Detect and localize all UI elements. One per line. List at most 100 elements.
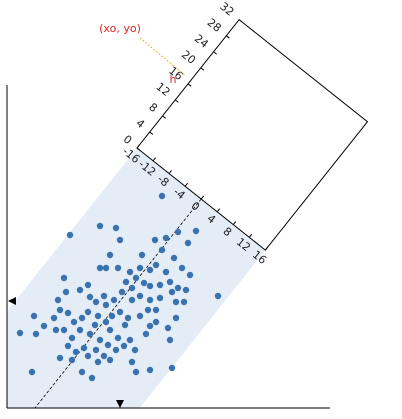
scatter-point — [136, 292, 144, 300]
scatter-point — [128, 296, 136, 304]
y-tick — [213, 51, 218, 55]
scatter-point — [64, 309, 72, 317]
scatter-point — [138, 251, 146, 259]
y-tick — [238, 19, 243, 23]
x-tick — [200, 195, 205, 200]
bottom-marker — [116, 400, 124, 408]
scatter-point — [16, 329, 24, 337]
scatter-point — [172, 298, 180, 306]
scatter-point — [120, 342, 128, 350]
scatter-point — [88, 374, 96, 382]
scatter-point — [64, 342, 72, 350]
scatter-point — [94, 312, 102, 320]
scatter-point — [100, 292, 108, 300]
scatter-point — [56, 354, 64, 362]
y-tick-label: 20 — [179, 48, 198, 67]
scatter-point — [146, 266, 154, 274]
scatter-point — [84, 352, 92, 360]
scatter-point — [118, 288, 126, 296]
scatter-point — [76, 286, 84, 294]
scatter-point — [178, 264, 186, 272]
scatter-point — [144, 306, 152, 314]
scatter-point — [114, 334, 122, 342]
x-tick — [168, 170, 172, 174]
scatter-point — [110, 296, 118, 304]
scatter-point — [106, 251, 114, 259]
scatter-point — [136, 312, 144, 320]
scatter-point — [80, 344, 88, 352]
scatter-point — [168, 288, 176, 296]
y-tick — [200, 67, 205, 71]
x-tick — [248, 233, 253, 238]
scatter-point — [126, 268, 134, 276]
x-tick — [184, 182, 189, 187]
scatter-point — [106, 326, 114, 334]
scatter-point — [158, 192, 166, 200]
annotation: (xo, yo) — [99, 22, 141, 35]
scatter-point — [54, 296, 62, 304]
scatter-point — [116, 308, 124, 316]
scatter-point — [152, 306, 160, 314]
scatter-point — [182, 286, 190, 294]
scatter-point — [166, 278, 174, 286]
scatter-point — [142, 330, 150, 338]
scatter-point — [116, 236, 124, 244]
y-tick — [187, 83, 192, 87]
y-tick-label: 8 — [146, 100, 160, 115]
scatter-point — [86, 293, 94, 301]
scatter-point — [146, 366, 154, 374]
scatter-point — [180, 298, 188, 306]
scatter-point — [136, 264, 144, 272]
scatter-point — [92, 346, 100, 354]
scatter-point — [52, 326, 60, 334]
scatter-point — [104, 341, 112, 349]
scatter-point — [192, 227, 200, 235]
left-marker — [8, 297, 16, 305]
y-tick — [162, 115, 166, 119]
scatter-point — [112, 346, 120, 354]
x-tick — [216, 208, 221, 213]
scatter-point — [96, 264, 104, 272]
y-tick-label: 4 — [134, 117, 148, 132]
x-tick — [136, 144, 140, 149]
center-line — [34, 198, 202, 408]
scatter-point — [66, 231, 74, 239]
scatter-point — [132, 274, 140, 282]
scatter-point — [121, 321, 129, 329]
scatter-point — [60, 326, 68, 334]
scatter-point — [170, 254, 178, 262]
scatter-point — [28, 368, 36, 376]
y-tick — [136, 147, 141, 151]
y-tick-label: 24 — [192, 32, 211, 51]
floating-axes-box — [136, 18, 369, 251]
scatter-point — [124, 314, 132, 322]
scatter-point — [158, 246, 166, 254]
scatter-point — [78, 314, 86, 322]
scatter-point — [96, 336, 104, 344]
scatter-point — [162, 234, 170, 242]
scatter-point — [86, 330, 94, 338]
scatter-point — [112, 224, 120, 232]
annotation: h — [170, 73, 177, 86]
scatter-point — [30, 312, 38, 320]
scatter-point — [186, 271, 194, 279]
scatter-point — [102, 301, 110, 309]
y-tick-label: 32 — [217, 0, 236, 19]
scatter-point — [174, 228, 182, 236]
y-tick — [174, 99, 179, 103]
scatter-point — [102, 318, 110, 326]
scatter-point — [131, 346, 139, 354]
scatter-point — [168, 364, 176, 372]
y-tick — [149, 131, 154, 135]
scatter-point — [84, 281, 92, 289]
scatter-point — [140, 279, 148, 287]
scatter-point — [102, 264, 110, 272]
scatter-point — [132, 368, 140, 376]
scatter-point — [96, 222, 104, 230]
scatter-point — [76, 326, 84, 334]
scatter-point — [92, 298, 100, 306]
scatter-point — [94, 358, 102, 366]
scatter-point — [106, 356, 114, 364]
